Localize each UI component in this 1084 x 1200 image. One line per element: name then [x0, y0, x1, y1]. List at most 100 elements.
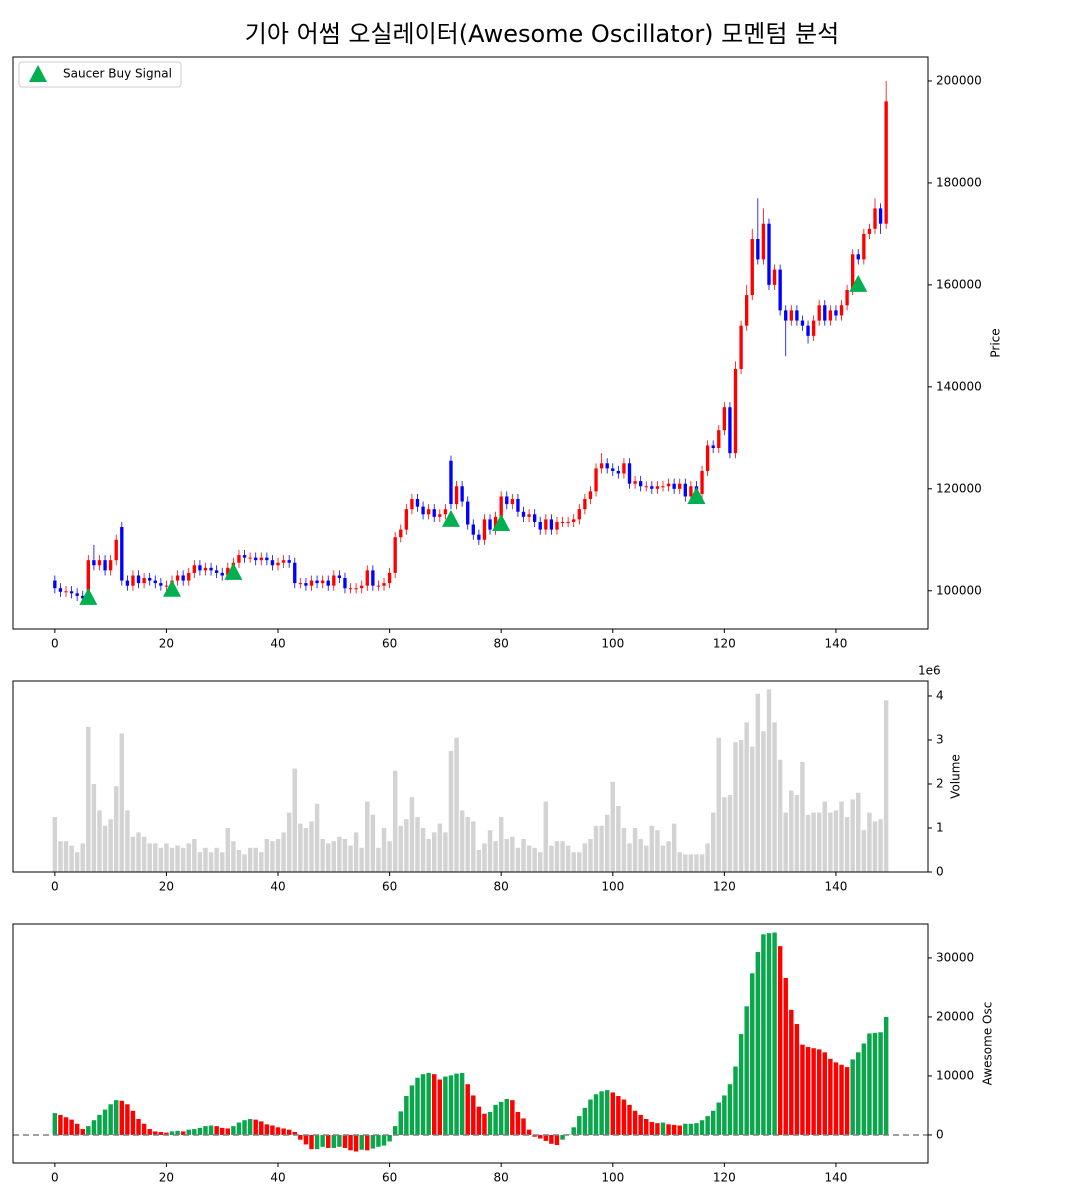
bar — [850, 799, 855, 872]
bar — [850, 1059, 855, 1135]
bar — [828, 1058, 833, 1135]
bar — [644, 1119, 649, 1135]
bar — [833, 810, 839, 872]
x-tick-label: 100 — [601, 1171, 624, 1185]
bar — [616, 805, 621, 872]
bar — [805, 1047, 811, 1135]
bar — [320, 838, 325, 872]
x-tick-label: 120 — [713, 1171, 736, 1185]
plot-frame — [12, 680, 929, 873]
bar — [365, 1134, 370, 1151]
bar — [526, 845, 532, 872]
bar — [86, 726, 91, 872]
y-tick-label: 3 — [936, 732, 944, 746]
bar — [705, 1116, 710, 1135]
bar — [833, 1062, 839, 1135]
legend-label: Saucer Buy Signal — [63, 67, 172, 81]
candle-body — [75, 593, 79, 596]
bar — [325, 1134, 331, 1148]
bar — [404, 1096, 409, 1135]
candle-body — [153, 580, 157, 584]
bar — [515, 847, 521, 872]
bar — [281, 832, 286, 872]
candle-body — [845, 289, 849, 306]
candle-body — [298, 583, 303, 585]
bar — [515, 1111, 521, 1135]
y-tick-label: 2 — [936, 776, 944, 790]
bar — [543, 801, 549, 872]
candle-body — [410, 499, 414, 510]
bar — [459, 810, 465, 872]
candle-body — [281, 560, 286, 563]
bar — [671, 823, 677, 872]
bar — [91, 1120, 97, 1135]
bar — [392, 1126, 398, 1135]
bar — [699, 854, 705, 872]
bar — [666, 1124, 671, 1135]
candle-body — [856, 254, 860, 260]
bar — [342, 1134, 348, 1148]
bar — [610, 781, 616, 872]
bar — [298, 823, 303, 872]
candle-body — [237, 555, 241, 563]
bar — [577, 852, 582, 872]
bar — [761, 934, 766, 1135]
bar — [677, 852, 682, 872]
bar — [74, 852, 80, 872]
bar — [298, 1134, 303, 1140]
bar — [125, 1104, 130, 1135]
candle-body — [360, 585, 364, 589]
bar — [225, 1128, 231, 1135]
candle-body — [572, 519, 576, 522]
candle-body — [566, 521, 570, 523]
bar — [147, 843, 152, 872]
candle-body — [187, 572, 191, 581]
bar — [738, 1034, 744, 1135]
bar — [325, 843, 331, 872]
x-tick-label: 0 — [51, 637, 59, 651]
bar — [638, 838, 643, 872]
bar — [136, 1119, 141, 1135]
bar — [498, 816, 504, 872]
plot-frame — [12, 56, 929, 630]
candle-body — [878, 208, 883, 224]
bar — [80, 843, 85, 872]
candle-body — [131, 575, 135, 586]
candle-body — [376, 585, 381, 587]
bar — [153, 843, 158, 872]
candle-body — [426, 509, 431, 515]
bar — [616, 1096, 621, 1135]
bar — [309, 1134, 314, 1150]
candle-body — [555, 521, 559, 530]
bar — [432, 832, 437, 872]
bar — [493, 841, 498, 872]
candle-body — [655, 486, 660, 489]
bar — [231, 1126, 236, 1135]
bar — [822, 1052, 828, 1135]
bar — [370, 814, 376, 872]
bar — [772, 932, 777, 1135]
bar — [878, 819, 883, 872]
bar — [677, 1125, 682, 1135]
bar — [554, 841, 560, 872]
candle-body — [867, 228, 872, 234]
bar — [208, 1125, 214, 1135]
candle-body — [164, 585, 169, 587]
bar — [392, 770, 398, 872]
signal-marker — [687, 486, 706, 504]
bar — [816, 812, 822, 872]
candle-body — [287, 560, 291, 563]
bar — [69, 1119, 74, 1135]
candle-body — [337, 575, 342, 579]
bar — [426, 838, 431, 872]
x-tick-label: 80 — [494, 1171, 509, 1185]
bar — [219, 852, 225, 872]
candle-body — [393, 537, 397, 573]
bar — [253, 847, 258, 872]
bar — [113, 786, 119, 872]
bar — [498, 1101, 504, 1135]
x-tick-label: 20 — [159, 1171, 174, 1185]
bar — [861, 1043, 867, 1135]
bar — [811, 1048, 816, 1135]
